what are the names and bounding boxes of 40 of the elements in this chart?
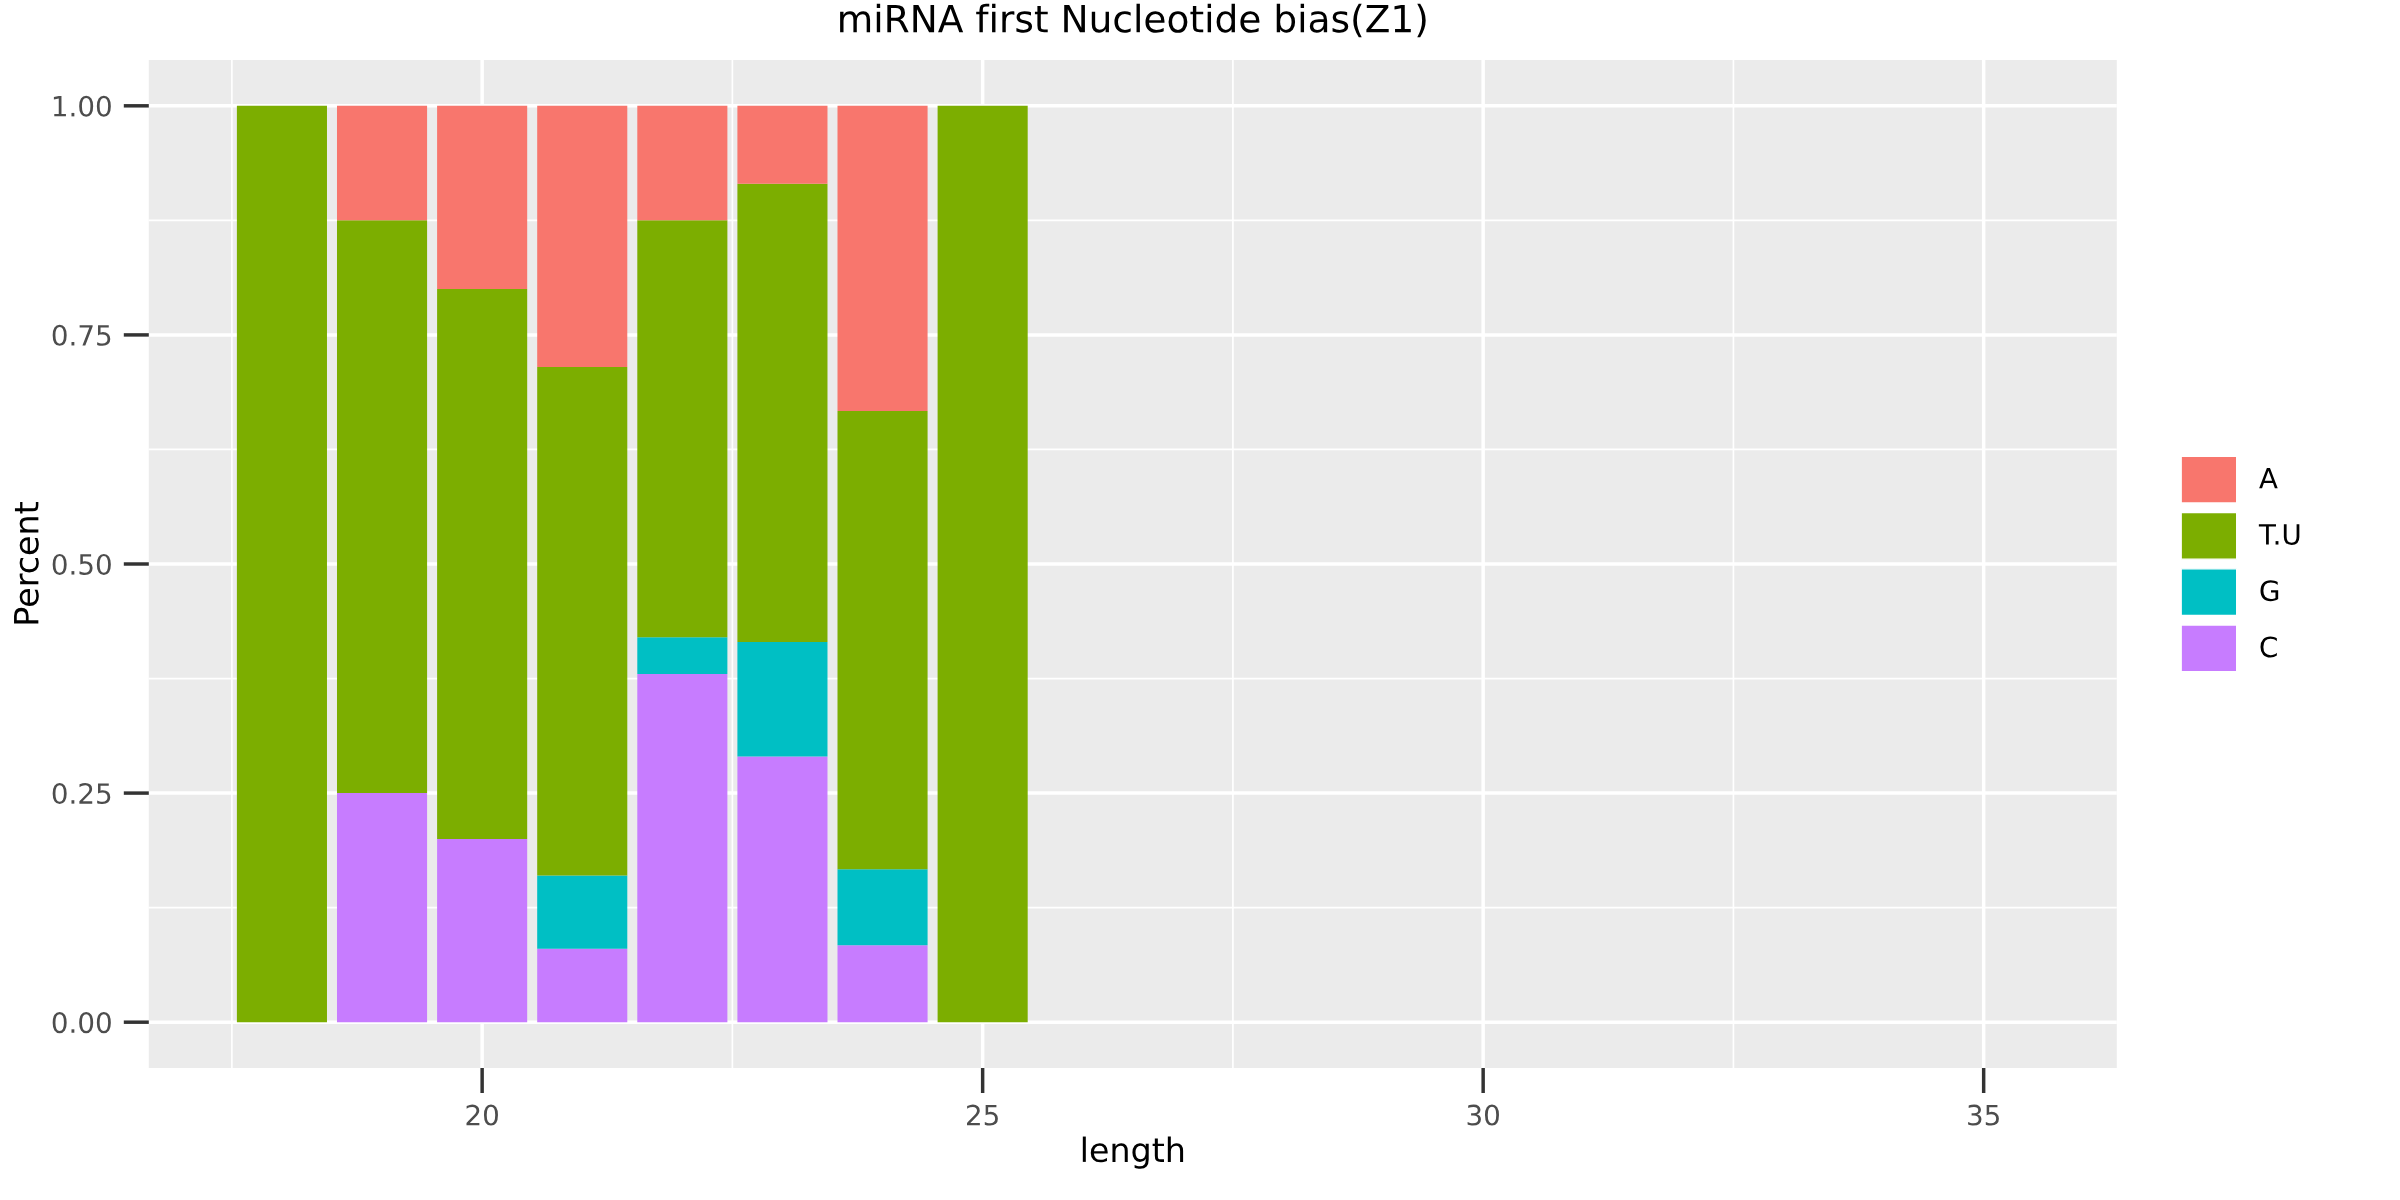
x-axis-title: length [1082,1136,1184,1169]
bar [837,945,928,1023]
bar [637,637,728,674]
y-tick-label: 0.25 [52,783,111,805]
bar [637,673,728,1023]
bar [737,756,828,1023]
bar [336,220,428,794]
bar [937,105,1028,1023]
bar [236,105,327,1023]
bar [437,838,528,1023]
bar [837,410,928,870]
legend-label: C [2260,636,2277,658]
bar [437,105,528,290]
bar [737,183,828,642]
x-tick-label: 20 [466,1104,498,1126]
x-tick-label: 35 [1968,1104,1999,1126]
y-axis-title: Percent [14,502,39,624]
bar [537,948,628,1023]
y-tick-label: 0.50 [52,553,111,575]
legend-label: A [2259,468,2278,489]
bar [437,289,528,839]
bar [637,105,728,221]
bar [537,875,628,949]
bar [837,105,928,411]
bar [537,366,628,876]
y-tick-label: 0.75 [52,324,111,346]
bar [537,105,628,367]
bar [336,105,428,221]
legend-label: G [2260,580,2279,602]
bar [637,220,728,638]
bar [737,641,828,757]
y-tick-label: 1.00 [53,95,111,117]
x-tick-label: 30 [1467,1104,1499,1126]
bar [737,105,828,184]
bar [837,869,928,946]
bar [336,793,428,1023]
chart-title: miRNA first Nucleotide bias(Z1) [840,3,1426,38]
x-tick-label: 25 [967,1104,998,1126]
y-tick-label: 0.00 [52,1012,111,1034]
legend-label: T.U [2258,524,2300,545]
